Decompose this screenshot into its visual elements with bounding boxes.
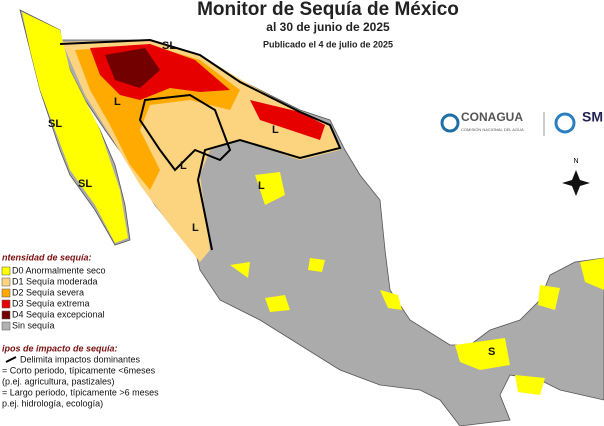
impact-label: = Largo periodo, típicamente >6 meses (2, 387, 159, 397)
map-label: SL (162, 40, 176, 52)
impact-label: (p.ej. agricultura, pastizales) (2, 376, 115, 386)
legend-title: ntensidad de sequía: (2, 252, 92, 262)
smn-logo: SM (582, 109, 603, 125)
legend-swatch (1, 277, 11, 287)
legend-label: D4 Sequía excepcional (12, 309, 105, 319)
map-label: S (488, 346, 495, 358)
impacts-title: ipos de impacto de sequía: (2, 343, 118, 353)
conagua-sub: COMISIÓN NACIONAL DEL AGUA (461, 127, 524, 132)
drought-areas (22, 12, 604, 395)
map-label: L (272, 124, 279, 136)
legend-swatch (1, 299, 11, 309)
impact-label: p.ej. hidrología, ecología) (2, 398, 103, 408)
legend-swatch (1, 310, 11, 320)
subtitle: al 30 de junio de 2025 (266, 20, 390, 34)
legend-label: Sin sequía (12, 320, 55, 330)
legend-swatch (1, 266, 11, 276)
map-label: L (114, 96, 121, 108)
logos: CONAGUA COMISIÓN NACIONAL DEL AGUA SM (440, 109, 603, 136)
conagua-logo: CONAGUA (461, 110, 523, 124)
legend-swatch (1, 321, 11, 331)
map-label: L (258, 180, 265, 192)
published: Publicado el 4 de julio de 2025 (263, 39, 393, 49)
map-label: SL (78, 178, 92, 190)
legend-label: D2 Sequía severa (12, 287, 84, 297)
map-label: SL (48, 118, 62, 130)
impact-label: Delimita impactos dominantes (20, 354, 141, 364)
legend-label: D1 Sequía moderada (12, 276, 98, 286)
legend-label: D3 Sequía extrema (12, 298, 90, 308)
impact-label: = Corto periodo, típicamente <6meses (2, 365, 156, 375)
impact-lines (59, 38, 342, 251)
legend-swatch (1, 288, 11, 298)
legend-label: D0 Anormalmente seco (12, 265, 106, 275)
map-label: L (192, 222, 199, 234)
impact-symbol (5, 356, 17, 363)
map-labels: SL L SL L L L L S SL (48, 40, 495, 358)
compass-n: N (573, 158, 578, 165)
title: Monitor de Sequía de México (197, 0, 459, 20)
map-label: L (180, 160, 187, 172)
compass: N (562, 158, 590, 196)
